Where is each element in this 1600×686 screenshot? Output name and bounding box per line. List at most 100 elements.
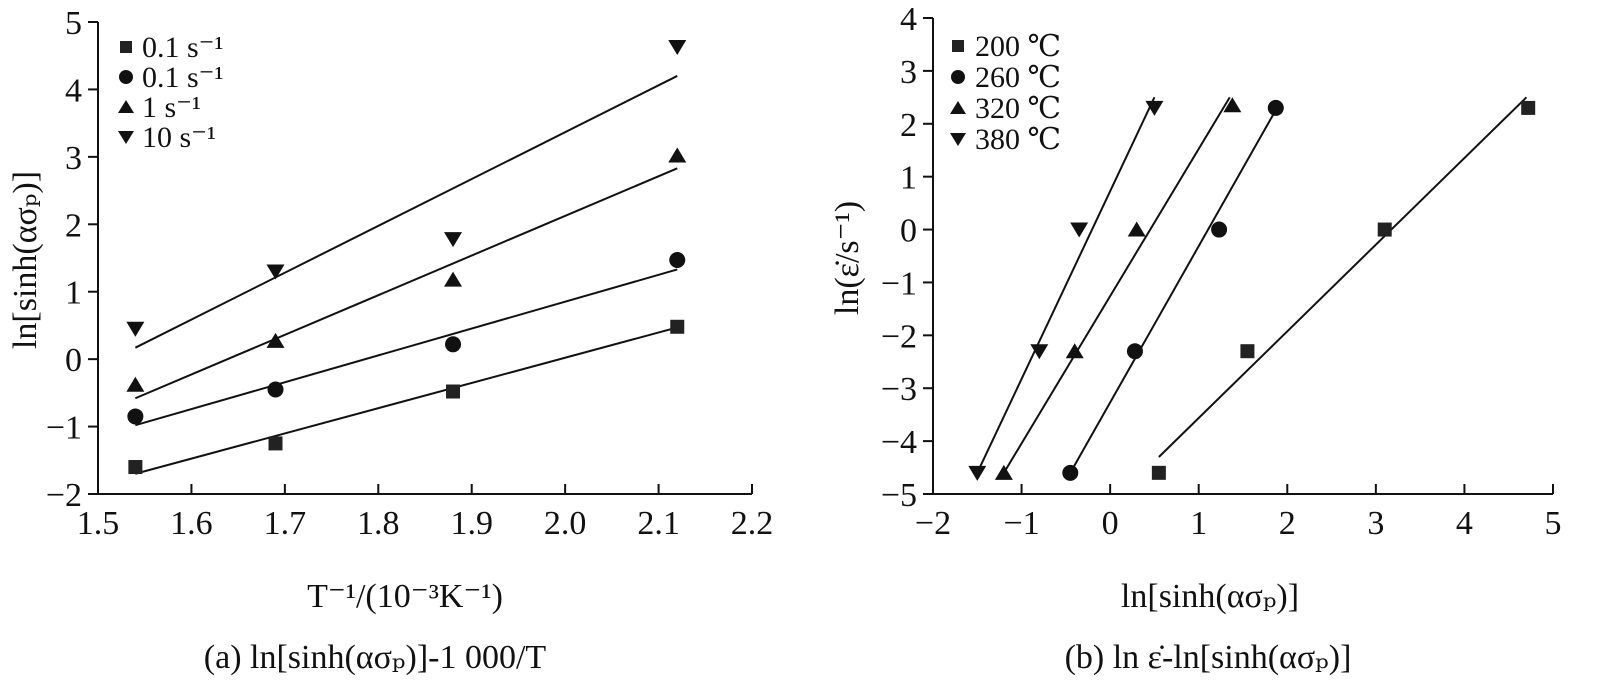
x-tick-label: 3 — [1367, 505, 1384, 542]
series-circle — [1062, 99, 1284, 481]
legend-marker — [950, 101, 966, 114]
y-tick-label: −1 — [881, 265, 917, 302]
series-square — [128, 319, 685, 475]
series-square — [1151, 96, 1536, 480]
series-triangle-up — [126, 147, 687, 400]
data-point — [128, 460, 143, 475]
y-axis-label-b: ln(ε̇/s⁻¹) — [829, 201, 866, 315]
legend-label: 10 s⁻¹ — [142, 121, 216, 154]
x-tick-label: 1.6 — [170, 505, 213, 542]
data-point — [1030, 344, 1049, 360]
x-tick-label: 1.8 — [357, 505, 400, 542]
data-point — [444, 271, 463, 287]
y-tick-label: 0 — [65, 342, 82, 379]
data-point — [1267, 99, 1284, 116]
legend-label: 1 s⁻¹ — [142, 91, 201, 124]
legend-label: 0.1 s⁻¹ — [142, 31, 224, 64]
y-tick-label: 0 — [900, 213, 917, 250]
data-point — [1127, 221, 1146, 237]
x-tick-label: 1.9 — [450, 505, 493, 542]
data-point — [1062, 464, 1079, 481]
data-point — [1211, 221, 1228, 238]
y-tick-label: −5 — [881, 477, 917, 514]
data-point — [268, 436, 283, 451]
data-point — [668, 39, 687, 55]
caption-b: (b) ln ε̇-ln[sinh(ασₚ)] — [1065, 639, 1352, 676]
data-point — [1377, 222, 1392, 237]
y-tick-label: −1 — [46, 410, 82, 447]
y-tick-label: 1 — [900, 160, 917, 197]
x-tick-label: 1.7 — [264, 505, 307, 542]
chart-b: ln[sinh(ασₚ)] ln(ε̇/s⁻¹) (b) ln ε̇-ln[si… — [829, 1, 1562, 676]
legend-label: 0.1 s⁻¹ — [142, 61, 224, 94]
legend-marker — [120, 41, 132, 53]
x-tick-label: −2 — [915, 505, 951, 542]
legend-label: 380 ℃ — [975, 123, 1061, 156]
x-tick-label: −1 — [1003, 505, 1039, 542]
data-point — [266, 264, 285, 280]
x-tick-label: 1 — [1190, 505, 1207, 542]
fit-line — [1158, 96, 1528, 458]
y-tick-label: 1 — [65, 275, 82, 312]
y-axis-label-a: ln[sinh(ασₚ)] — [7, 171, 44, 349]
y-tick-label: 3 — [65, 140, 82, 177]
data-point — [444, 232, 463, 248]
legend-marker — [951, 70, 965, 84]
data-point — [1065, 343, 1084, 359]
data-point — [1240, 344, 1255, 359]
x-tick-label: 2.2 — [731, 505, 774, 542]
fit-line — [134, 75, 678, 349]
series-triangle-down — [126, 39, 687, 349]
legend-label: 260 ℃ — [975, 61, 1061, 94]
data-point — [1126, 343, 1143, 360]
x-axis-label-a: T⁻¹/(10⁻³K⁻¹) — [307, 578, 503, 615]
data-point — [670, 319, 685, 334]
x-tick-label: 0 — [1102, 505, 1119, 542]
fit-line — [135, 268, 678, 427]
y-tick-label: 5 — [65, 5, 82, 42]
fit-line — [976, 96, 1156, 474]
caption-a: (a) ln[sinh(ασₚ)]-1 000/T — [204, 639, 547, 676]
data-point — [669, 252, 686, 269]
legend-label: 320 ℃ — [975, 92, 1061, 125]
x-tick-label: 5 — [1545, 505, 1562, 542]
y-tick-label: 4 — [900, 1, 917, 38]
series-triangle-up — [994, 96, 1242, 480]
legend-marker — [950, 133, 966, 146]
x-axis-label-b: ln[sinh(ασₚ)] — [1121, 578, 1299, 615]
data-point — [127, 408, 144, 425]
fit-line — [135, 326, 678, 475]
data-point — [126, 321, 145, 337]
x-tick-label: 2.0 — [544, 505, 587, 542]
data-point — [267, 381, 284, 398]
y-tick-label: 2 — [900, 107, 917, 144]
legend-marker — [118, 131, 134, 144]
y-tick-label: −3 — [881, 371, 917, 408]
data-point — [1151, 465, 1166, 480]
legend-marker — [952, 40, 964, 52]
x-tick-label: 2 — [1279, 505, 1296, 542]
fit-line — [134, 167, 678, 400]
data-point — [668, 147, 687, 163]
fit-line — [1069, 112, 1275, 474]
data-point — [445, 336, 462, 353]
y-tick-label: −2 — [881, 318, 917, 355]
legend-label: 200 ℃ — [975, 30, 1061, 63]
chart-a: T⁻¹/(10⁻³K⁻¹) ln[sinh(ασₚ)] (a) ln[sinh(… — [7, 5, 773, 676]
fit-line — [1003, 96, 1231, 474]
series-triangle-down — [968, 96, 1164, 481]
data-point — [1521, 100, 1536, 115]
x-tick-label: 2.1 — [637, 505, 680, 542]
x-tick-label: 4 — [1456, 505, 1473, 542]
data-point — [994, 464, 1013, 480]
data-point — [968, 465, 987, 481]
data-point — [446, 384, 461, 399]
data-point — [266, 332, 285, 348]
data-point — [1070, 222, 1089, 238]
y-tick-label: 2 — [65, 207, 82, 244]
legend-marker — [118, 100, 134, 113]
legend-marker — [119, 70, 133, 84]
y-tick-label: 4 — [65, 72, 82, 109]
y-tick-label: −2 — [46, 477, 82, 514]
